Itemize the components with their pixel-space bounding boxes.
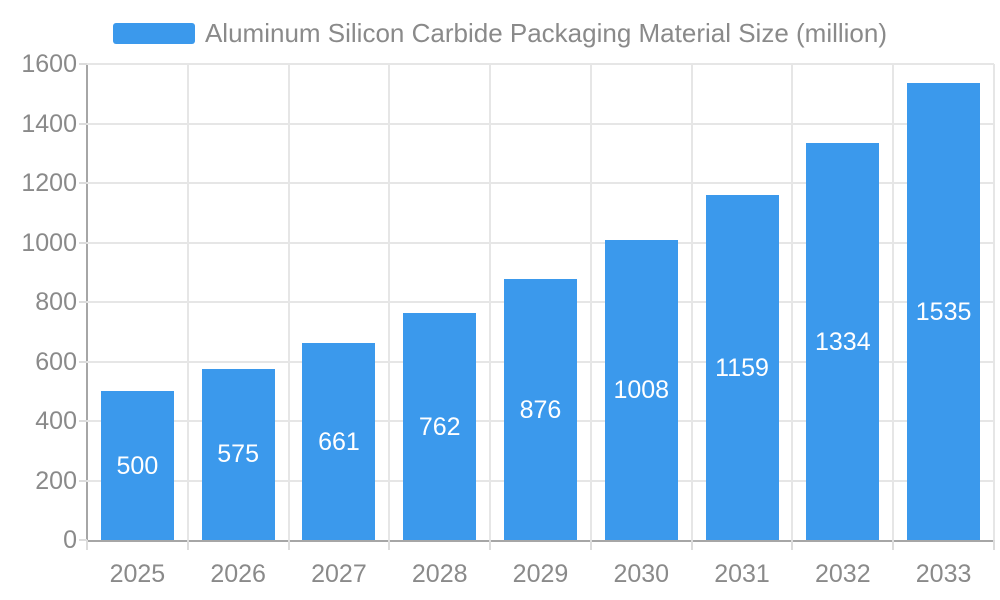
x-axis-tick [791, 540, 794, 550]
x-axis-tick [287, 540, 290, 550]
x-axis-tick [86, 540, 88, 550]
bar-2032[interactable] [806, 143, 880, 540]
x-axis-label-2025: 2025 [109, 560, 166, 588]
gridline-vertical [892, 64, 895, 540]
gridline-vertical [388, 64, 391, 540]
y-axis-tick [79, 241, 87, 244]
y-axis-tick [79, 479, 87, 482]
bar-2028[interactable] [403, 313, 477, 540]
x-axis-label-2027: 2027 [311, 560, 367, 588]
bar-value-label: 1334 [815, 327, 871, 356]
gridline-vertical [287, 64, 290, 540]
gridline-vertical [589, 64, 592, 540]
bar-2025[interactable] [100, 391, 174, 540]
gridline-vertical [690, 64, 693, 540]
gridline-vertical [993, 64, 995, 540]
y-axis-tick-label: 0 [63, 526, 77, 554]
bar-value-label: 1008 [613, 376, 670, 405]
x-axis-label-2032: 2032 [815, 560, 871, 588]
bar-value-label: 1159 [715, 353, 769, 382]
x-axis-tick [690, 540, 693, 550]
gridline-vertical [186, 64, 189, 540]
x-axis-label-2029: 2029 [512, 560, 569, 588]
gridline-horizontal [87, 122, 994, 125]
y-axis-line [86, 64, 88, 542]
plot-area: 500 575 661 762 876 1008 1159 1334 1535 [87, 63, 995, 540]
gridline-vertical [489, 64, 492, 540]
bar-value-label: 1535 [915, 297, 972, 326]
y-axis-tick [79, 182, 87, 184]
bar-value-label: 762 [418, 412, 461, 441]
y-axis-tick [79, 539, 87, 541]
y-axis-tick [79, 122, 87, 125]
bar-value-label: 575 [217, 440, 259, 469]
y-axis-tick-label: 1200 [21, 169, 77, 197]
y-axis-tick-label: 1000 [21, 228, 77, 257]
x-axis-tick [993, 540, 995, 550]
x-axis-tick [589, 540, 592, 550]
bar-value-label: 500 [116, 451, 159, 480]
x-axis-label-2031: 2031 [714, 560, 770, 588]
x-axis-line [86, 540, 994, 542]
y-axis-tick-label: 1600 [21, 50, 77, 78]
y-axis-tick-label: 1400 [21, 109, 77, 138]
bar-2031[interactable] [705, 195, 779, 540]
gridline-horizontal [87, 241, 994, 244]
bar-2033[interactable] [907, 83, 981, 540]
chart-legend[interactable]: Aluminum Silicon Carbide Packaging Mater… [0, 18, 1000, 48]
gridline-horizontal [87, 182, 994, 184]
x-axis-label-2026: 2026 [210, 560, 266, 588]
x-axis-label-2030: 2030 [613, 560, 670, 588]
gridline-vertical [791, 64, 794, 540]
y-axis-tick [79, 63, 87, 65]
gridline-horizontal [87, 63, 994, 65]
y-axis-tick-label: 400 [35, 407, 77, 435]
x-axis-tick [489, 540, 492, 550]
y-axis-tick [79, 420, 87, 422]
y-axis-tick-label: 600 [35, 347, 77, 376]
legend-label: Aluminum Silicon Carbide Packaging Mater… [204, 18, 888, 48]
y-axis-tick [79, 301, 87, 303]
x-axis-tick [388, 540, 391, 550]
bar-2026[interactable] [201, 368, 275, 540]
bar-value-label: 661 [318, 427, 360, 456]
bar-2029[interactable] [504, 279, 577, 540]
bar-2027[interactable] [302, 343, 376, 540]
legend-swatch-icon [112, 22, 195, 44]
y-axis-tick-label: 800 [35, 288, 77, 316]
x-axis-label-2028: 2028 [411, 560, 468, 588]
bar-value-label: 876 [519, 395, 562, 424]
y-axis-tick-label: 200 [35, 466, 77, 495]
x-axis-tick [186, 540, 189, 550]
y-axis-tick [79, 360, 87, 363]
bar-2030[interactable] [604, 240, 678, 540]
x-axis-tick [892, 540, 895, 550]
x-axis-label-2033: 2033 [915, 560, 972, 588]
